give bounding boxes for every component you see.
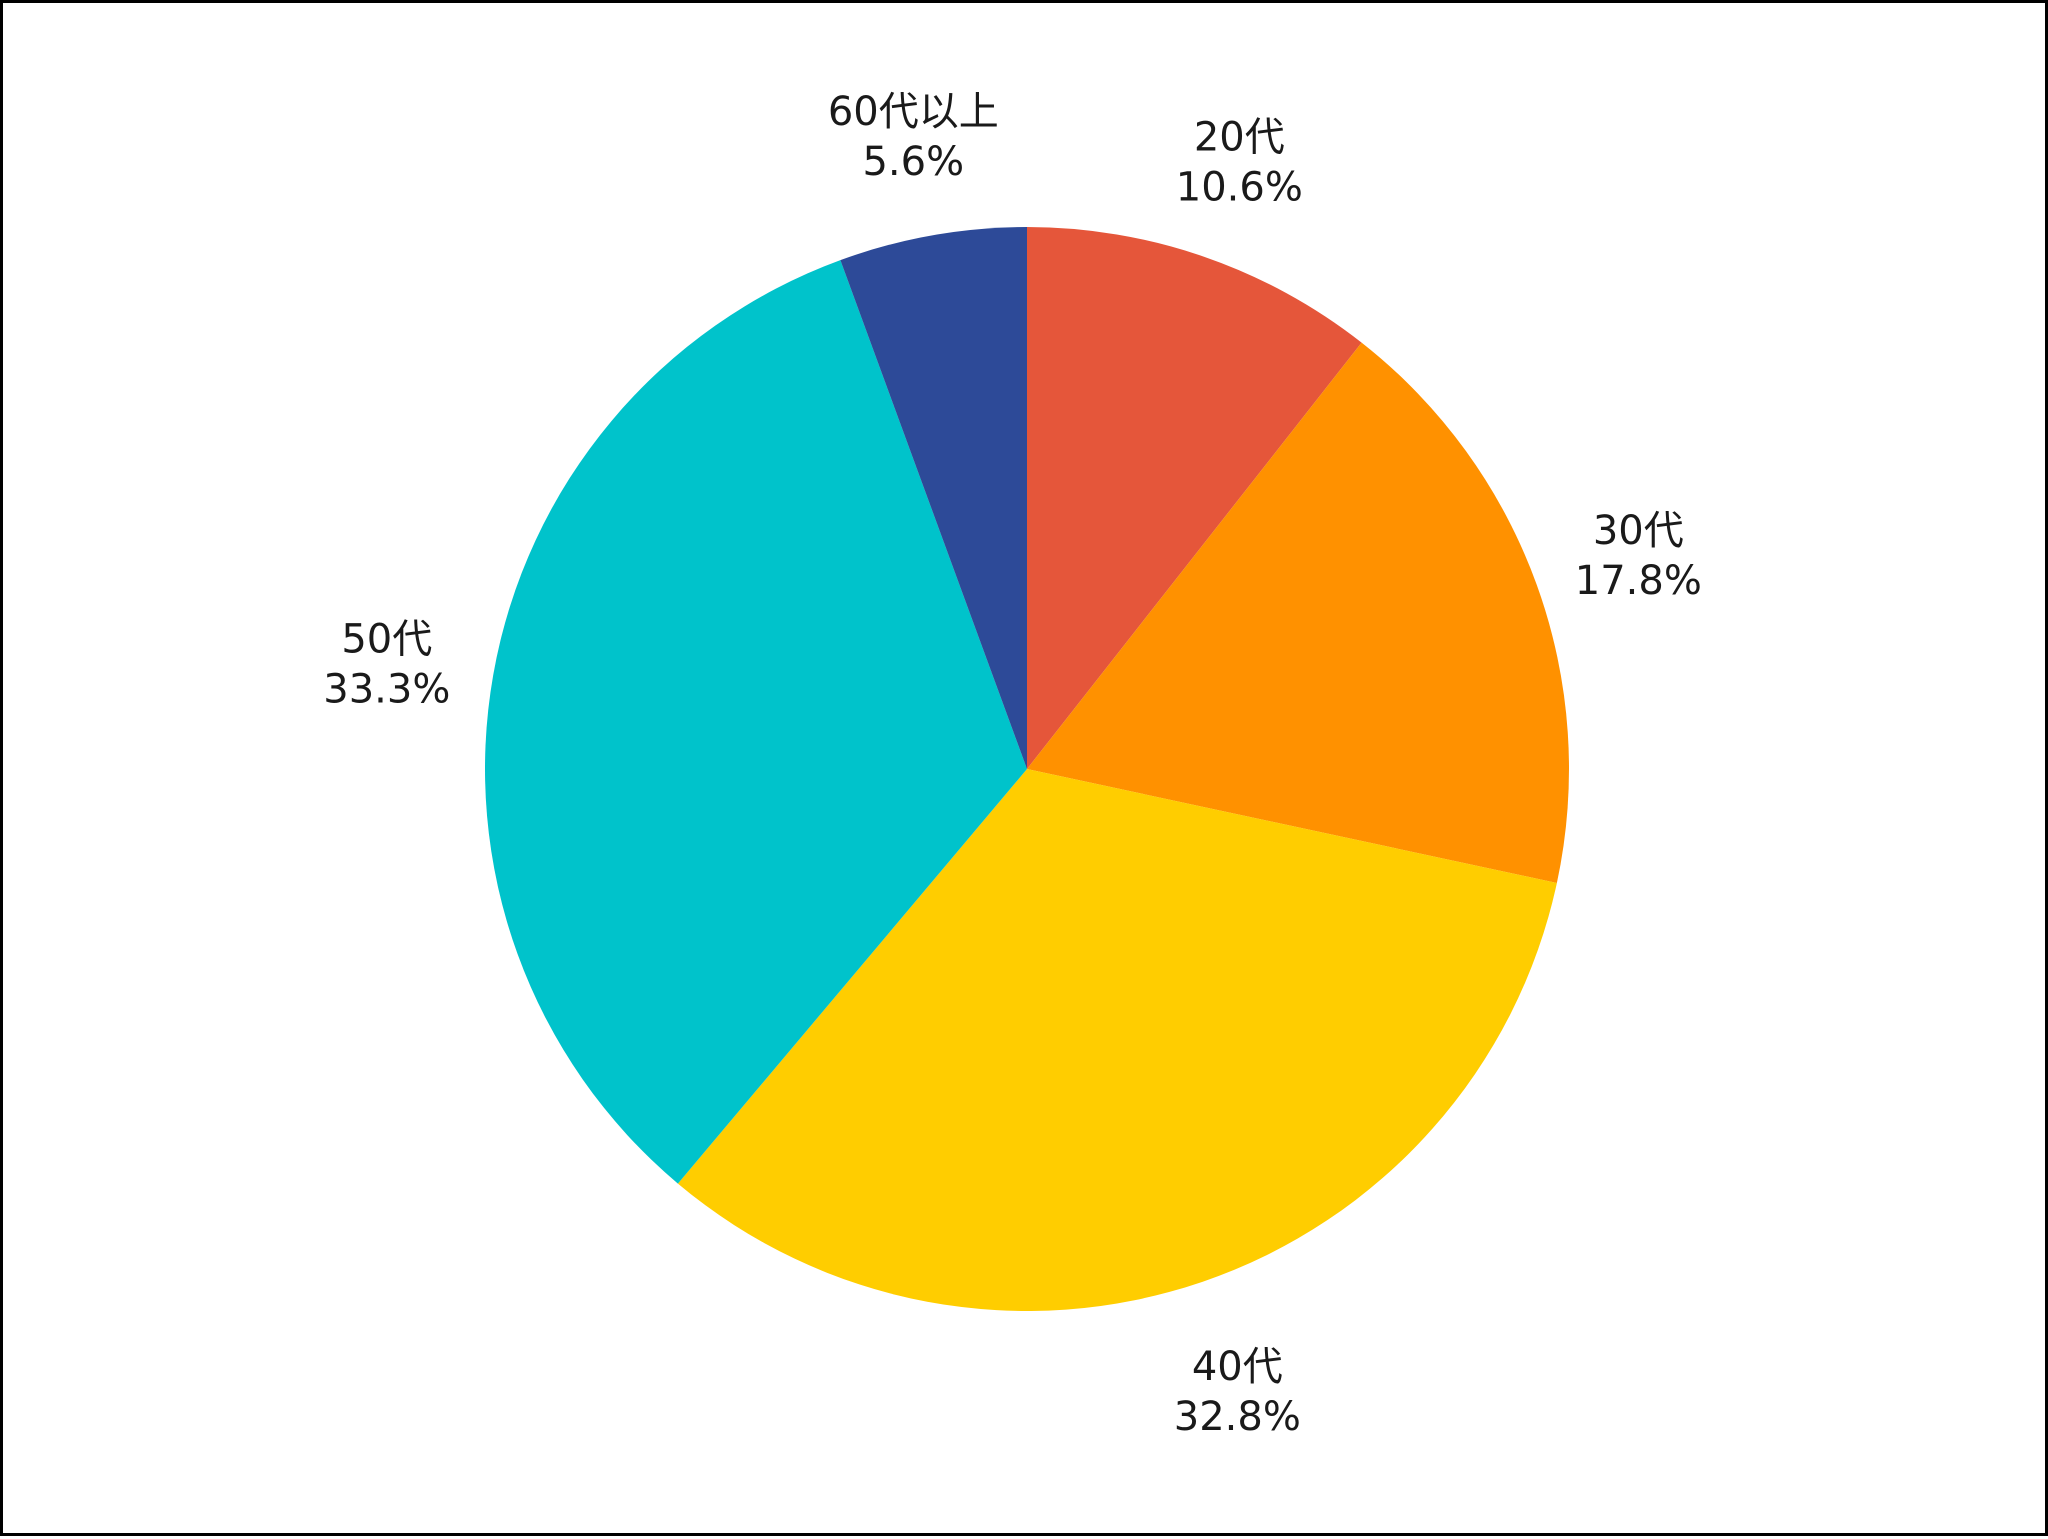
slice-category-label: 20代: [1194, 115, 1285, 161]
pie-slice-4: [485, 260, 1028, 1184]
slice-value-label: 33.3%: [323, 666, 450, 712]
slice-category-label: 60代以上: [828, 89, 999, 135]
slice-category-label: 50代: [341, 616, 432, 662]
pie-slice-3: [677, 769, 1557, 1311]
slice-value-label: 32.8%: [1174, 1394, 1301, 1440]
pie-slice-5: [840, 227, 1027, 769]
pie-slice-2: [1027, 342, 1569, 883]
pie-slice-1: [1027, 227, 1362, 769]
slice-category-label: 30代: [1593, 508, 1684, 554]
slice-value-label: 10.6%: [1176, 165, 1303, 211]
slice-value-label: 17.8%: [1575, 558, 1702, 604]
slice-category-label: 40代: [1192, 1344, 1283, 1390]
pie-slices: [485, 227, 1569, 1311]
slice-value-label: 5.6%: [862, 139, 964, 185]
